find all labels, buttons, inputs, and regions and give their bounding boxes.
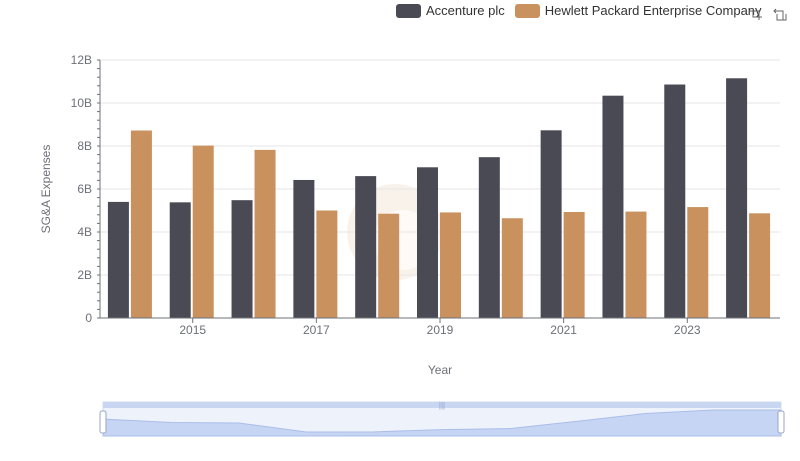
bar-accenture-2018[interactable] — [355, 176, 377, 318]
x-tick-label: 2021 — [550, 323, 577, 337]
bar-hpe-2021[interactable] — [563, 212, 585, 318]
y-tick-label: 0 — [85, 311, 92, 325]
x-tick-label: 2017 — [303, 323, 330, 337]
bar-accenture-2024[interactable] — [726, 78, 748, 319]
bar-hpe-2023[interactable] — [687, 207, 709, 318]
legend: Accenture plc Hewlett Packard Enterprise… — [396, 3, 772, 18]
bar-hpe-2024[interactable] — [749, 213, 771, 318]
bar-hpe-2017[interactable] — [316, 210, 338, 319]
y-tick-label: 2B — [77, 268, 92, 282]
x-tick-label: 2015 — [179, 323, 206, 337]
bar-hpe-2020[interactable] — [501, 218, 523, 318]
axes: 0 2B 4B 6B 8B 10B 12B 2015 2017 2019 2021 2023 — [71, 53, 780, 337]
bar-accenture-2021[interactable] — [540, 130, 562, 318]
bar-accenture-2023[interactable] — [664, 84, 686, 318]
legend-swatch-accenture — [396, 3, 421, 18]
y-tick-label: 8B — [77, 139, 92, 153]
x-axis-title: Year — [428, 363, 452, 377]
bar-hpe-2014[interactable] — [130, 130, 152, 318]
datazoom-start-handle[interactable] — [99, 410, 107, 434]
bar-hpe-2018[interactable] — [378, 213, 400, 318]
zoom-select-icon[interactable] — [748, 6, 764, 22]
legend-label-hpe: Hewlett Packard Enterprise Company — [544, 3, 762, 18]
legend-swatch-hpe — [514, 3, 540, 18]
x-tick-label: 2019 — [427, 323, 454, 337]
datazoom-grip-icon: ||| — [439, 401, 445, 410]
datazoom-preview — [102, 409, 782, 437]
bar-hpe-2016[interactable] — [254, 149, 276, 318]
bar-hpe-2019[interactable] — [440, 212, 461, 318]
bars — [107, 78, 771, 319]
y-tick-label: 4B — [77, 225, 92, 239]
datazoom-end-handle[interactable] — [777, 410, 785, 434]
bar-accenture-2022[interactable] — [602, 95, 624, 318]
y-axis-title: SG&A Expenses — [39, 145, 53, 234]
legend-item-hpe[interactable]: Hewlett Packard Enterprise Company — [514, 3, 762, 18]
bar-accenture-2020[interactable] — [478, 157, 500, 318]
bar-accenture-2016[interactable] — [231, 200, 253, 318]
bar-accenture-2014[interactable] — [107, 201, 129, 318]
y-tick-label: 12B — [71, 53, 92, 67]
x-tick-label: 2023 — [674, 323, 701, 337]
bar-hpe-2015[interactable] — [192, 145, 214, 318]
data-zoom-slider[interactable]: ||| — [99, 401, 785, 437]
bar-hpe-2022[interactable] — [625, 211, 647, 318]
bar-accenture-2019[interactable] — [417, 167, 438, 318]
datazoom-move-handle[interactable] — [103, 402, 781, 408]
bar-accenture-2015[interactable] — [169, 202, 191, 318]
y-tick-label: 10B — [71, 96, 92, 110]
zoom-reset-icon[interactable] — [772, 6, 788, 22]
y-tick-label: 6B — [77, 182, 92, 196]
legend-label-accenture: Accenture plc — [426, 3, 505, 18]
legend-item-accenture[interactable]: Accenture plc — [396, 3, 505, 18]
bar-accenture-2017[interactable] — [293, 179, 315, 318]
